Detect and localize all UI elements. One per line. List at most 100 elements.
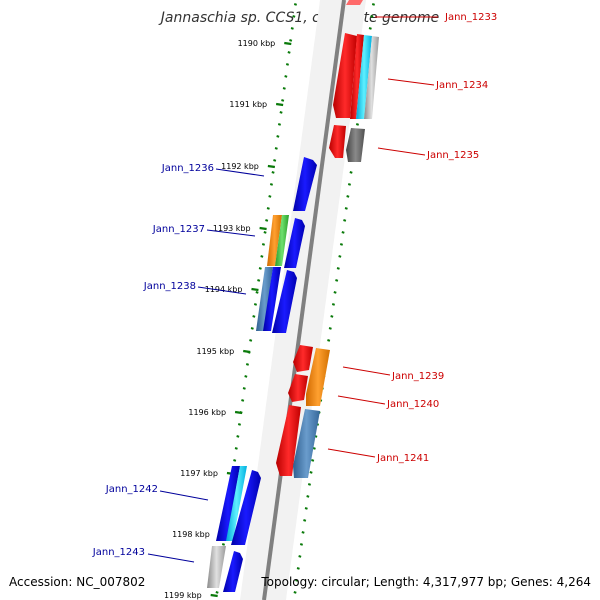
scale-tick (260, 255, 264, 258)
scale-tick (307, 483, 312, 486)
gene-block-jann-1237-b[interactable] (275, 215, 289, 266)
gene-block-jann-1236[interactable] (293, 157, 317, 211)
scale-tick (344, 207, 348, 210)
gene-block-jann-1242-b[interactable] (226, 466, 247, 541)
scale-tick (285, 63, 290, 66)
gene-block-jann-1239-b[interactable] (306, 348, 330, 406)
scale-tick (338, 255, 342, 258)
scale-tick (244, 375, 248, 378)
kbp-label: 1199 kbp (164, 591, 202, 600)
scale-major-tick (251, 287, 259, 292)
scale-tick (261, 243, 266, 246)
scale-tick (269, 183, 274, 186)
scale-tick (277, 123, 282, 126)
scale-major-tick (210, 593, 218, 598)
leader-jann-1243 (147, 553, 195, 563)
scale-tick (279, 111, 283, 114)
scale-tick (234, 447, 238, 450)
gene-label-jann-1233[interactable]: Jann_1233 (444, 12, 497, 23)
leader-jann-1237 (206, 229, 256, 237)
leader-jann-1234 (387, 78, 435, 86)
scale-tick (333, 291, 337, 294)
leader-jann-1238 (197, 286, 247, 295)
scale-tick (370, 15, 374, 18)
gene-label-jann-1239[interactable]: Jann_1239 (391, 371, 444, 382)
scale-tick (273, 159, 277, 162)
scale-tick (215, 591, 219, 594)
scale-tick (263, 231, 267, 234)
genome-backbone (262, 0, 346, 600)
kbp-label: 1194 kbp (205, 285, 243, 294)
gene-block-jann-1238-a[interactable] (256, 267, 273, 331)
scale-major-tick (243, 349, 251, 354)
gene-label-jann-1236[interactable]: Jann_1236 (161, 163, 214, 174)
scale-tick (241, 399, 245, 402)
scale-major-tick (284, 41, 292, 46)
scale-tick (281, 99, 285, 102)
leader-jann-1242 (159, 490, 209, 501)
gene-label-jann-1238[interactable]: Jann_1238 (143, 281, 196, 292)
scale-tick (249, 339, 253, 342)
gene-block-jann-1241-b[interactable] (293, 409, 320, 478)
gene-block-jann-1234-d[interactable] (364, 36, 379, 119)
gene-label-jann-1237[interactable]: Jann_1237 (152, 224, 205, 235)
scale-tick (306, 495, 310, 498)
kbp-label: 1195 kbp (196, 347, 234, 356)
gene-block-jann-1234-a[interactable] (333, 33, 357, 118)
gene-label-jann-1242[interactable]: Jann_1242 (105, 484, 158, 495)
scale-tick (343, 219, 347, 222)
kbp-label: 1198 kbp (172, 530, 210, 539)
scale-tick (293, 591, 297, 594)
kbp-label: 1196 kbp (188, 408, 226, 417)
genome-summary: Topology: circular; Length: 4,317,977 bp… (261, 575, 591, 589)
gene-block-jann-1238-b[interactable] (263, 267, 281, 331)
scale-tick (258, 267, 262, 270)
gene-label-jann-1243[interactable]: Jann_1243 (92, 547, 145, 558)
gene-block-jann-1239-a[interactable] (293, 345, 313, 372)
scale-tick (290, 27, 294, 30)
accession-label: Accession: NC_007802 (9, 575, 146, 589)
scale-tick (355, 123, 360, 126)
scale-tick (282, 87, 286, 90)
scale-tick (265, 219, 269, 222)
gene-label-jann-1235[interactable]: Jann_1235 (426, 150, 479, 161)
scale-tick (346, 195, 350, 198)
gene-block-jann-1242-a[interactable] (216, 466, 240, 541)
gene-block-jann-1237-c[interactable] (284, 218, 305, 268)
gene-block-jann-1240[interactable] (288, 374, 308, 402)
gene-block-jann-1235-b[interactable] (346, 128, 365, 162)
gene-label-jann-1234[interactable]: Jann_1234 (435, 80, 488, 91)
scale-tick (341, 231, 345, 234)
gene-label-jann-1240[interactable]: Jann_1240 (386, 399, 439, 410)
gene-block-jann-1234-c[interactable] (356, 35, 372, 119)
scale-tick (253, 303, 258, 306)
scale-tick (284, 75, 288, 78)
gene-block-jann-1233[interactable] (346, 0, 363, 5)
gene-block-jann-1235-a[interactable] (329, 125, 346, 158)
scale-tick (371, 3, 376, 6)
map-title: Jannaschia sp. CCS1, complete genome (160, 10, 440, 26)
scale-tick (304, 507, 308, 510)
gene-block-jann-1243-b[interactable] (223, 551, 243, 592)
gene-label-jann-1241[interactable]: Jann_1241 (376, 453, 429, 464)
gene-block-jann-1241-a[interactable] (276, 405, 301, 476)
scale-tick (245, 363, 250, 366)
scale-tick (257, 279, 261, 282)
gene-block-jann-1243-a[interactable] (207, 546, 226, 588)
leader-jann-1236 (215, 168, 265, 177)
scale-tick (349, 171, 353, 174)
scale-tick (237, 423, 242, 426)
scale-tick (331, 303, 336, 306)
scale-tick (287, 51, 291, 54)
gene-block-jann-1238-c[interactable] (272, 270, 297, 333)
scale-tick (303, 519, 307, 522)
scale-tick (255, 291, 259, 294)
gene-block-jann-1242-c[interactable] (231, 470, 261, 545)
scale-major-tick (267, 164, 276, 169)
leader-jann-1235 (377, 147, 426, 156)
gene-block-jann-1234-b[interactable] (350, 34, 364, 119)
scale-tick (236, 435, 240, 438)
scale-tick (312, 447, 316, 450)
kbp-label: 1192 kbp (221, 162, 259, 171)
gene-block-jann-1237-a[interactable] (267, 215, 282, 266)
